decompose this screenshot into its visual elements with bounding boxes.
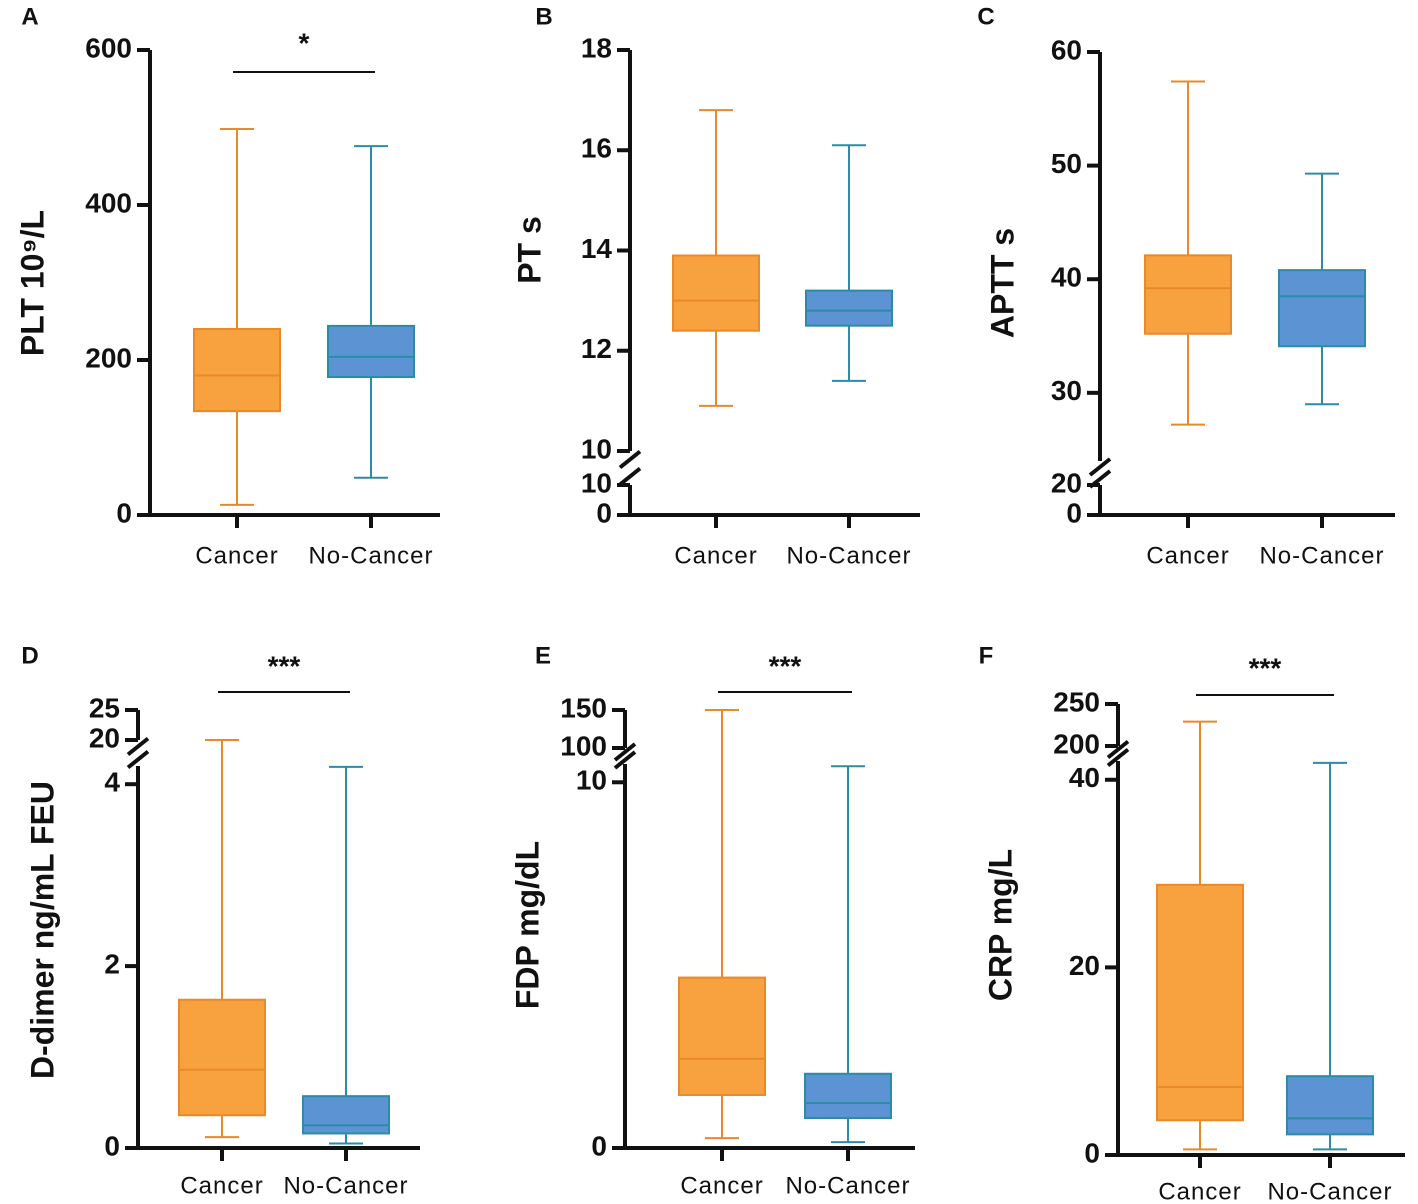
box: [678, 976, 766, 1096]
y-tick-label: 0: [596, 497, 612, 528]
x-tick-label: No-Cancer: [786, 542, 911, 569]
axis-break: [1088, 457, 1112, 477]
box: [1286, 1075, 1374, 1136]
axis-break: [126, 749, 150, 770]
y-tick-label: 25: [89, 692, 120, 723]
box: [1278, 269, 1366, 348]
x-tick-label: No-Cancer: [1259, 542, 1384, 569]
y-tick-label: 200: [1053, 728, 1100, 759]
box: [804, 1072, 892, 1120]
box: [1144, 254, 1232, 335]
y-tick-label: 10: [581, 467, 612, 498]
y-tick-label: 0: [104, 1130, 120, 1161]
y-tick-label: 20: [1069, 950, 1100, 981]
y-tick-label: 30: [1051, 375, 1082, 406]
x-tick-label: Cancer: [674, 542, 757, 569]
y-tick-label: 14: [581, 233, 613, 264]
y-axis-label: FDP mg/dL: [509, 841, 545, 1009]
y-tick-label: 10: [576, 765, 607, 796]
x-tick-label: No-Cancer: [785, 1172, 910, 1199]
y-tick-label: 10: [581, 433, 612, 464]
y-axis-label: CRP mg/L: [982, 849, 1018, 1001]
y-tick-label: 400: [85, 187, 132, 218]
y-tick-label: 16: [581, 133, 612, 164]
y-tick-label: 60: [1051, 34, 1082, 65]
panel-label: C: [977, 3, 994, 30]
axis-break: [1088, 469, 1112, 489]
x-tick-label: Cancer: [1146, 542, 1229, 569]
y-axis-label: D-dimer ng/mL FEU: [24, 781, 60, 1079]
x-tick-label: Cancer: [195, 542, 278, 569]
axis-break: [613, 742, 637, 762]
box: [327, 324, 415, 379]
significance-label: ***: [1249, 652, 1282, 683]
significance-label: ***: [268, 650, 301, 681]
box: [1156, 883, 1244, 1122]
axis-break: [1106, 747, 1130, 768]
axis-break: [618, 449, 642, 470]
box: [193, 328, 281, 413]
box: [302, 1095, 390, 1135]
axis-break: [613, 750, 637, 770]
x-tick-label: Cancer: [1158, 1178, 1241, 1204]
y-tick-label: 600: [85, 32, 132, 63]
y-tick-label: 12: [581, 333, 612, 364]
panel-label: F: [979, 642, 994, 669]
y-tick-label: 20: [1051, 467, 1082, 498]
y-tick-label: 18: [581, 32, 612, 63]
axis-break: [126, 736, 150, 757]
y-tick-label: 0: [591, 1130, 607, 1161]
box: [672, 254, 760, 332]
panel-label: A: [21, 3, 38, 30]
y-tick-label: 250: [1053, 686, 1100, 717]
y-tick-label: 0: [116, 497, 132, 528]
significance-label: ***: [769, 650, 802, 681]
x-tick-label: Cancer: [680, 1172, 763, 1199]
y-axis-label: PT s: [511, 216, 547, 284]
y-tick-label: 0: [1084, 1137, 1100, 1168]
y-tick-label: 40: [1051, 262, 1082, 293]
x-tick-label: Cancer: [180, 1172, 263, 1199]
box: [178, 998, 266, 1117]
y-axis-label: APTT s: [984, 228, 1020, 338]
y-tick-label: 40: [1069, 762, 1100, 793]
y-tick-label: 20: [89, 722, 120, 753]
y-axis-label: PLT 10⁹/L: [14, 210, 50, 356]
panel-label: D: [21, 642, 38, 669]
axis-break: [618, 466, 642, 487]
panel-label: B: [535, 3, 552, 30]
y-tick-label: 4: [104, 767, 120, 798]
y-tick-label: 200: [85, 342, 132, 373]
panel-label: E: [535, 642, 551, 669]
axis-break: [1106, 739, 1130, 760]
y-tick-label: 2: [104, 948, 120, 979]
y-tick-label: 150: [560, 692, 607, 723]
x-tick-label: No-Cancer: [283, 1172, 408, 1199]
x-tick-label: No-Cancer: [308, 542, 433, 569]
significance-label: *: [299, 27, 310, 58]
box: [805, 289, 893, 327]
y-tick-label: 50: [1051, 148, 1082, 179]
y-tick-label: 100: [560, 730, 607, 761]
x-tick-label: No-Cancer: [1267, 1178, 1392, 1204]
y-tick-label: 0: [1066, 497, 1082, 528]
